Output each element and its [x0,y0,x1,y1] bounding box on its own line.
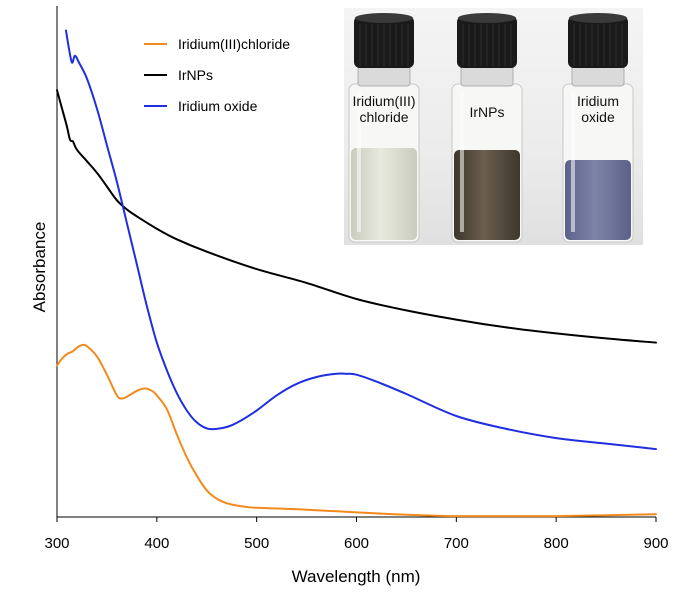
legend-label-1: IrNPs [178,67,213,83]
vial-neck [460,65,514,87]
vial-liquid [351,148,417,240]
vial-label: chloride [359,109,408,125]
vial-label: IrNPs [470,104,505,120]
legend-label-0: Iridium(III)chloride [178,36,290,52]
vial-0: Iridium(III)chloride [348,13,420,243]
vial-cap-top [355,13,413,23]
x-tick-label: 500 [244,535,269,552]
y-axis-label: Absorbance [30,222,49,313]
series-line-0 [56,343,657,518]
vial-cap-top [569,13,627,23]
vial-highlight [571,92,575,232]
legend-label-2: Iridium oxide [178,98,258,114]
vial-liquid [454,150,520,240]
vial-highlight [357,92,361,232]
series-group [56,29,657,518]
vial-1: IrNPs [451,13,523,243]
vial-label: Iridium(III) [353,93,416,109]
vial-cap-top [458,13,516,23]
vial-neck [571,65,625,87]
vial-highlight [460,92,464,232]
x-tick-label: 700 [444,535,469,552]
vial-label: Iridium [577,93,619,109]
x-tick-label: 300 [44,535,69,552]
series-line-2 [65,29,657,451]
series-line-1 [56,89,657,344]
vial-liquid [565,160,631,240]
x-tick-label: 600 [344,535,369,552]
x-tick-label: 400 [144,535,169,552]
x-tick-label: 800 [544,535,569,552]
x-tick-label: 900 [643,535,668,552]
x-axis-label: Wavelength (nm) [292,567,421,586]
vial-neck [357,65,411,87]
vial-label: oxide [581,109,615,125]
legend: Iridium(III)chloride IrNPs Iridium oxide [144,36,290,114]
